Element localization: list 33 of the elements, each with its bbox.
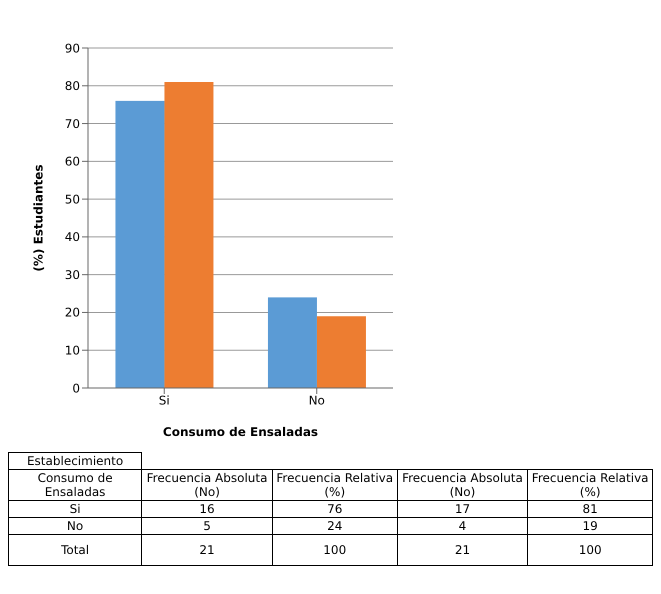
y-tick-label: 0 <box>72 381 80 396</box>
category-label: No <box>66 519 84 533</box>
y-tick-label: 30 <box>64 268 80 282</box>
y-tick-label: 10 <box>64 343 80 358</box>
text: Frecuencia Relativa (%) <box>532 471 649 499</box>
y-tick-label: 40 <box>64 230 80 244</box>
y-axis-title: (%) Estudiantes <box>31 164 46 272</box>
text: Consumo de Ensaladas <box>8 470 142 500</box>
y-tick-label: 80 <box>64 79 80 94</box>
x-axis-title: Consumo de Ensaladas <box>162 425 318 439</box>
y-tick-label: 60 <box>64 154 80 169</box>
text: 24 <box>272 518 398 534</box>
text: Total <box>8 534 142 566</box>
text: 5 <box>142 518 272 534</box>
category-label: Si <box>70 502 81 516</box>
y-tick-label: 50 <box>64 192 80 206</box>
text: 19 <box>528 518 652 534</box>
y-tick-label: 20 <box>64 306 80 320</box>
text: 81 <box>528 500 652 518</box>
text: 17 <box>397 500 528 518</box>
text: 76 <box>272 500 398 518</box>
text: Frecuencia Relativa (%) <box>272 470 398 500</box>
y-tick-label: 70 <box>64 116 80 131</box>
text: 4 <box>397 518 528 534</box>
y-tick-label: 90 <box>64 41 80 56</box>
text: Frecuencia Absoluta (No) <box>402 471 523 499</box>
text: 21 <box>397 534 528 566</box>
text: Frecuencia Absoluta (No) <box>142 470 272 500</box>
text: 16 <box>142 500 272 518</box>
text: 21 <box>142 534 272 566</box>
text: 100 <box>528 534 652 566</box>
text: Establecimiento <box>8 452 142 470</box>
text: 100 <box>272 534 398 566</box>
